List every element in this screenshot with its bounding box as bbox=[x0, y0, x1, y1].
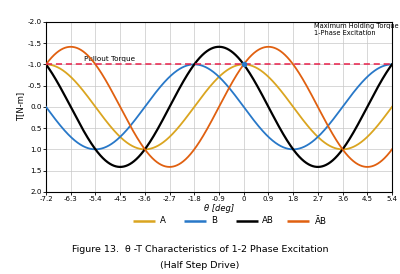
Text: Figure 13.  θ -T Characteristics of 1-2 Phase Excitation: Figure 13. θ -T Characteristics of 1-2 P… bbox=[72, 245, 328, 254]
Text: Pullout Torque: Pullout Torque bbox=[84, 56, 136, 62]
Text: AB: AB bbox=[262, 216, 274, 225]
Text: B: B bbox=[211, 216, 217, 225]
Text: A: A bbox=[160, 216, 166, 225]
Text: $\bar{\rm A}$B: $\bar{\rm A}$B bbox=[314, 214, 327, 227]
Text: (Half Step Drive): (Half Step Drive) bbox=[160, 261, 240, 270]
X-axis label: θ [deg]: θ [deg] bbox=[204, 204, 234, 213]
Y-axis label: T[N-m]: T[N-m] bbox=[16, 92, 25, 121]
Text: Maximum Holding Torque for
1-Phase Excitation: Maximum Holding Torque for 1-Phase Excit… bbox=[314, 23, 400, 36]
